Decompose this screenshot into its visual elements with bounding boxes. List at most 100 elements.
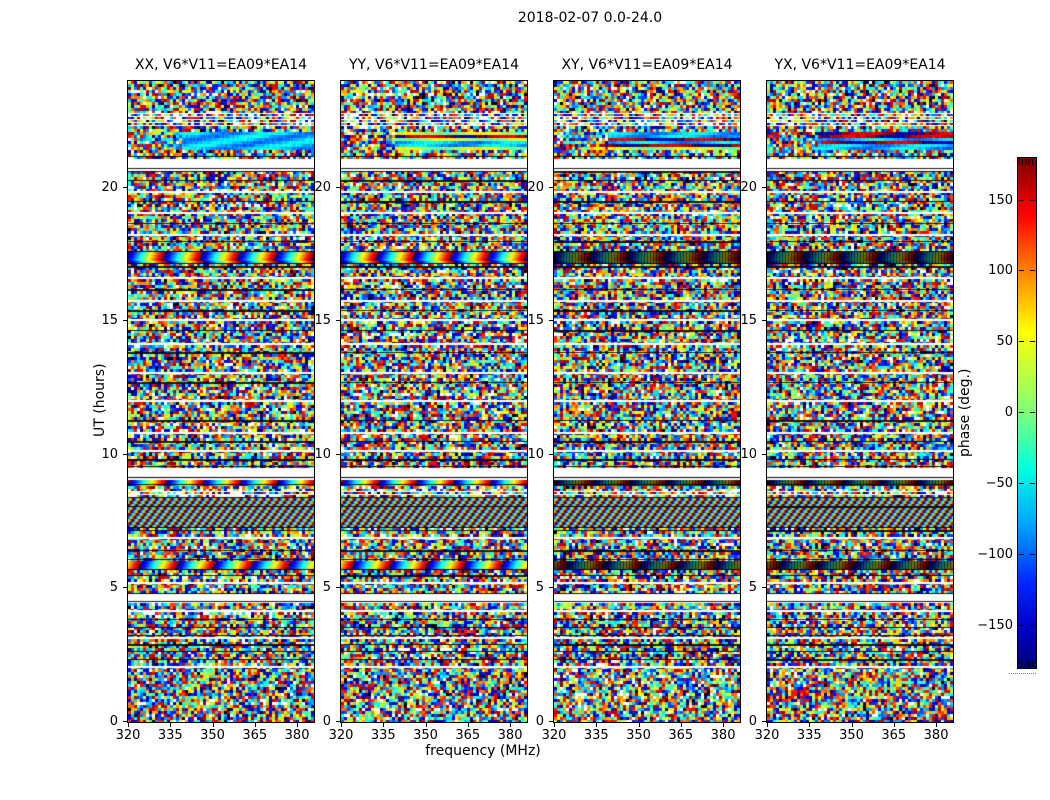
heatmap-panel-yx (766, 80, 954, 723)
x-tick-label: 365 (668, 728, 694, 743)
y-tick-mark (123, 186, 127, 188)
x-tick-label: 320 (541, 728, 567, 743)
colorbar-tick-label: −100 (977, 546, 1013, 562)
y-tick-label: 20 (314, 179, 331, 195)
heatmap-canvas-yx (767, 81, 953, 722)
y-tick-mark (336, 587, 340, 589)
colorbar-tick-mark (1030, 199, 1035, 201)
y-tick-mark (123, 587, 127, 589)
y-tick-mark (336, 320, 340, 322)
y-tick-label: 10 (740, 446, 757, 462)
x-tick-mark (467, 723, 469, 727)
x-tick-mark (936, 723, 938, 727)
x-tick-label: 380 (923, 728, 949, 743)
figure-title: 2018-02-07 0.0-24.0 (517, 10, 663, 26)
x-tick-label: 365 (242, 728, 268, 743)
x-tick-mark (212, 723, 214, 727)
colorbar-dotted-edge (1009, 673, 1036, 674)
y-axis-label: UT (hours) (92, 363, 108, 437)
panel-title-xx: XX, V6*V11=EA09*EA14 (134, 57, 308, 73)
x-tick-label: 380 (710, 728, 736, 743)
y-tick-label: 10 (527, 446, 544, 462)
x-tick-label: 365 (881, 728, 907, 743)
heatmap-canvas-xx (128, 81, 314, 722)
x-tick-mark (170, 723, 172, 727)
colorbar (1017, 157, 1037, 669)
y-tick-label: 20 (101, 179, 118, 195)
colorbar-tick-mark (1030, 270, 1035, 272)
heatmap-panel-xx (127, 80, 315, 723)
colorbar-tick-mark (1030, 482, 1035, 484)
x-tick-label: 380 (497, 728, 523, 743)
colorbar-tick-mark (1019, 199, 1024, 201)
colorbar-tick-mark (1019, 270, 1024, 272)
x-tick-mark (341, 723, 342, 727)
y-tick-mark (549, 721, 553, 722)
x-tick-mark (297, 723, 299, 727)
y-tick-mark (762, 186, 766, 188)
x-tick-mark (510, 723, 512, 727)
x-tick-label: 350 (200, 728, 225, 743)
y-tick-label: 15 (101, 313, 118, 329)
colorbar-tick-label: 100 (988, 263, 1013, 279)
heatmap-canvas-yy (341, 81, 527, 722)
y-tick-mark (762, 587, 766, 589)
colorbar-bottom-comb (1019, 661, 1035, 667)
x-tick-label: 320 (328, 728, 354, 743)
x-tick-label: 320 (115, 728, 141, 743)
y-tick-mark (762, 453, 766, 455)
x-tick-label: 350 (413, 728, 438, 743)
y-tick-label: 0 (748, 714, 757, 729)
heatmap-canvas-xy (554, 81, 740, 722)
x-tick-mark (851, 723, 853, 727)
y-tick-mark (123, 453, 127, 455)
x-tick-label: 350 (626, 728, 651, 743)
colorbar-tick-mark (1019, 341, 1024, 343)
colorbar-tick-label: 50 (996, 334, 1013, 350)
colorbar-tick-mark (1030, 553, 1035, 555)
colorbar-tick-mark (1030, 624, 1035, 626)
x-tick-label: 335 (370, 728, 396, 743)
x-tick-mark (554, 723, 555, 727)
colorbar-tick-label: 150 (988, 192, 1013, 208)
y-tick-label: 20 (740, 179, 757, 195)
panel-title-yx: YX, V6*V11=EA09*EA14 (774, 57, 946, 73)
y-tick-mark (762, 721, 766, 722)
y-tick-mark (549, 453, 553, 455)
y-tick-mark (123, 721, 127, 722)
y-tick-label: 5 (535, 580, 544, 596)
x-tick-label: 365 (455, 728, 481, 743)
colorbar-tick-mark (1030, 341, 1035, 343)
y-tick-label: 5 (109, 580, 118, 596)
y-tick-mark (336, 186, 340, 188)
colorbar-top-comb (1019, 159, 1035, 165)
heatmap-panel-yy (340, 80, 528, 723)
x-axis-label: frequency (MHz) (425, 743, 541, 759)
y-tick-label: 5 (322, 580, 331, 596)
y-tick-label: 0 (535, 714, 544, 729)
y-tick-label: 15 (740, 313, 757, 329)
y-tick-label: 10 (101, 446, 118, 462)
y-tick-mark (549, 320, 553, 322)
x-tick-mark (254, 723, 256, 727)
y-tick-label: 0 (322, 714, 331, 729)
x-tick-mark (680, 723, 682, 727)
y-tick-label: 15 (527, 313, 544, 329)
y-tick-mark (336, 721, 340, 722)
colorbar-tick-mark (1019, 553, 1024, 555)
colorbar-tick-label: 0 (1004, 405, 1013, 420)
panel-title-yy: YY, V6*V11=EA09*EA14 (348, 57, 520, 73)
y-tick-mark (762, 320, 766, 322)
x-tick-label: 335 (796, 728, 822, 743)
y-tick-mark (549, 587, 553, 589)
x-tick-mark (723, 723, 725, 727)
y-tick-label: 0 (109, 714, 118, 729)
x-tick-mark (638, 723, 640, 727)
colorbar-tick-mark (1019, 412, 1024, 413)
x-tick-mark (767, 723, 768, 727)
panel-title-xy: XY, V6*V11=EA09*EA14 (561, 57, 733, 73)
x-tick-mark (128, 723, 129, 727)
colorbar-tick-mark (1019, 482, 1024, 484)
colorbar-tick-mark (1030, 412, 1035, 413)
